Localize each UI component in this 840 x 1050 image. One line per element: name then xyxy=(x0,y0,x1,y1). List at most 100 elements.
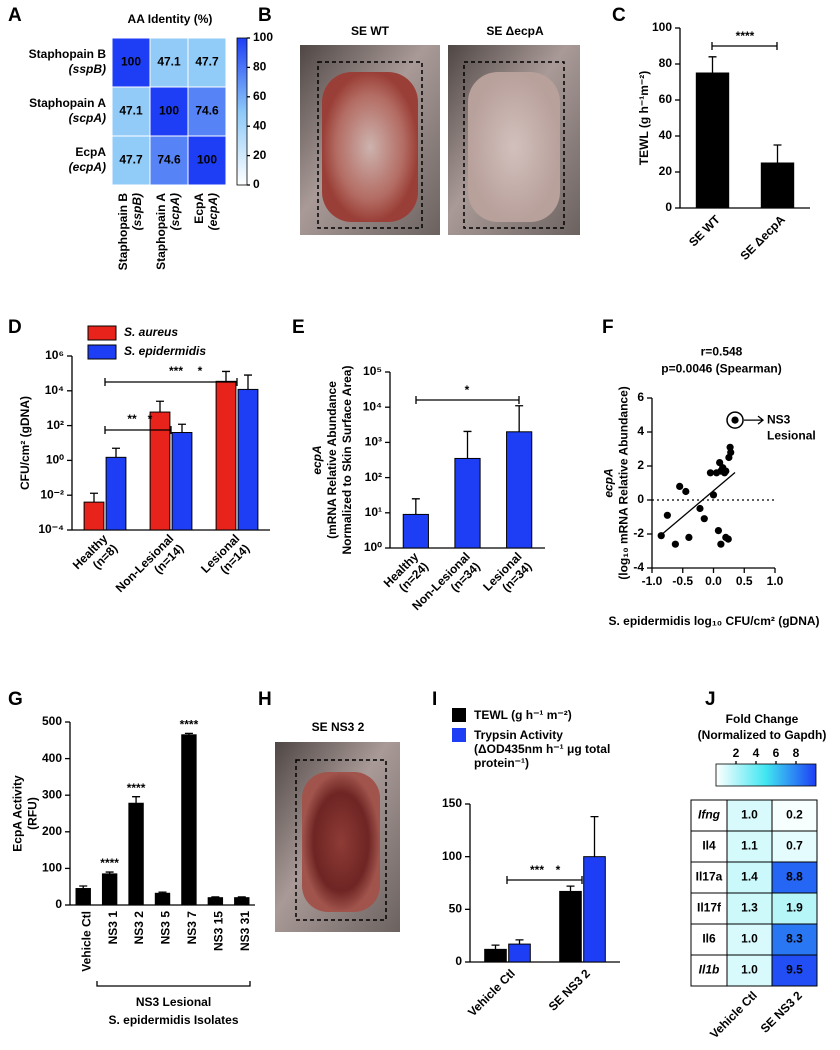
cell-label: 0.2 xyxy=(786,808,803,822)
bar xyxy=(484,948,507,963)
error-bar xyxy=(222,370,230,382)
cell-label: 1.0 xyxy=(741,808,758,822)
cell-label: 8.3 xyxy=(786,932,803,946)
legend-swatch xyxy=(452,708,466,722)
cell-label: 100 xyxy=(197,153,217,167)
data-point xyxy=(724,535,732,543)
x-tick-label: SE NS3 2 xyxy=(546,966,593,1013)
row-label-cell xyxy=(690,954,728,987)
cell-label: 74.6 xyxy=(195,104,219,118)
y-tick-label: 0 xyxy=(55,897,62,911)
row-label: (ecpA) xyxy=(69,160,106,174)
dashed-region xyxy=(295,759,387,921)
heatmap-cell xyxy=(771,923,818,956)
dashed-region xyxy=(317,61,423,229)
bar xyxy=(83,501,105,531)
y-axis-label: CFU/cm² (gDNA) xyxy=(18,396,32,490)
significance-label: **** xyxy=(180,718,199,732)
x-tick-label: 0.0 xyxy=(705,574,722,588)
error-bar xyxy=(773,144,782,163)
wound xyxy=(302,772,380,912)
x-tick-label: 0.5 xyxy=(736,574,753,588)
x-tick-label: Vehicle Ctl xyxy=(465,966,518,1019)
bar xyxy=(506,431,533,549)
y-tick-label: 100 xyxy=(652,20,672,34)
x-tick-label: NS3 7 xyxy=(185,911,199,945)
panel-letter: D xyxy=(8,317,22,338)
data-point xyxy=(731,416,739,424)
y-axis-label: (RFU) xyxy=(26,797,40,830)
image-caption: SE WT xyxy=(351,24,390,38)
bar xyxy=(695,72,730,209)
chart-title: (Normalized to Gapdh) xyxy=(698,728,827,742)
group-bracket xyxy=(96,981,251,987)
x-tick-label: NS3 5 xyxy=(159,911,173,945)
error-bar xyxy=(178,423,186,433)
chart-title: p=0.0046 (Spearman) xyxy=(661,362,781,376)
significance-label: **** xyxy=(127,781,146,795)
chart-title: r=0.548 xyxy=(701,345,743,359)
bar xyxy=(454,457,481,549)
y-tick-label: 10⁴ xyxy=(45,383,64,397)
legend-item: TEWL (g h⁻¹ m⁻²) xyxy=(452,708,632,722)
image-caption: SE ΔecpA xyxy=(486,24,544,38)
significance-label: *** xyxy=(530,863,544,877)
bar xyxy=(75,888,91,906)
panel-letter: J xyxy=(705,689,716,710)
y-tick-label: 10⁰ xyxy=(46,453,64,467)
y-tick-label: 10² xyxy=(365,470,382,484)
bar xyxy=(215,380,237,531)
y-tick-label: 10⁵ xyxy=(363,364,382,378)
significance-bracket xyxy=(104,426,172,434)
legend-label: S. aureus xyxy=(124,325,178,339)
legend-swatch xyxy=(87,325,117,341)
significance-bracket xyxy=(506,876,583,884)
error-bar xyxy=(90,492,98,503)
row-label: EcpA xyxy=(75,145,106,159)
regression-line xyxy=(660,471,736,536)
data-point xyxy=(717,540,725,548)
significance-label: **** xyxy=(736,29,755,43)
y-axis-label: (log₁₀ mRNA Relative Abundance) xyxy=(617,386,631,580)
heatmap-cell xyxy=(111,37,151,88)
error-bar xyxy=(79,885,88,889)
error-bar xyxy=(211,896,220,898)
error-bar xyxy=(515,939,524,945)
row-label-cell xyxy=(690,892,728,925)
y-tick-label: 100 xyxy=(42,861,62,875)
row-label: Il1b xyxy=(699,963,720,977)
cell-label: 100 xyxy=(121,55,141,69)
x-tick-label: NS3 31 xyxy=(238,911,252,951)
heatmap-cell xyxy=(771,954,818,987)
data-point xyxy=(696,504,704,513)
y-tick-label: 10¹ xyxy=(365,505,382,519)
colorbar-tick-label: 20 xyxy=(253,148,267,162)
bar xyxy=(760,162,795,209)
x-tick-label: -0.5 xyxy=(672,574,693,588)
cell-label: 74.6 xyxy=(157,153,181,167)
y-tick-label: 20 xyxy=(659,164,673,178)
row-label: (sspB) xyxy=(69,62,106,76)
error-bar xyxy=(463,430,472,459)
column-label: (scpA) xyxy=(168,193,182,230)
heatmap-cell xyxy=(187,135,227,186)
y-tick-label: 60 xyxy=(659,92,673,106)
colorbar-tick-label: 4 xyxy=(753,746,760,760)
column-label: Vehicle Ctl xyxy=(707,988,760,1041)
bar xyxy=(583,856,606,963)
cell-label: 100 xyxy=(159,104,179,118)
panel-letter: F xyxy=(602,317,614,338)
y-tick-label: 10⁶ xyxy=(45,348,64,362)
error-bar xyxy=(105,871,114,874)
cell-label: 1.0 xyxy=(741,932,758,946)
y-tick-label: 0 xyxy=(637,492,644,506)
error-bar xyxy=(244,374,252,390)
row-label-cell xyxy=(690,861,728,894)
y-axis-label: ecpA xyxy=(602,468,616,497)
legend-label: TEWL (g h⁻¹ m⁻²) xyxy=(474,708,572,722)
cell-label: 47.7 xyxy=(195,55,219,69)
colorbar-tick-label: 40 xyxy=(253,118,267,132)
y-tick-label: 50 xyxy=(449,902,463,916)
y-tick-label: 0 xyxy=(455,954,462,968)
